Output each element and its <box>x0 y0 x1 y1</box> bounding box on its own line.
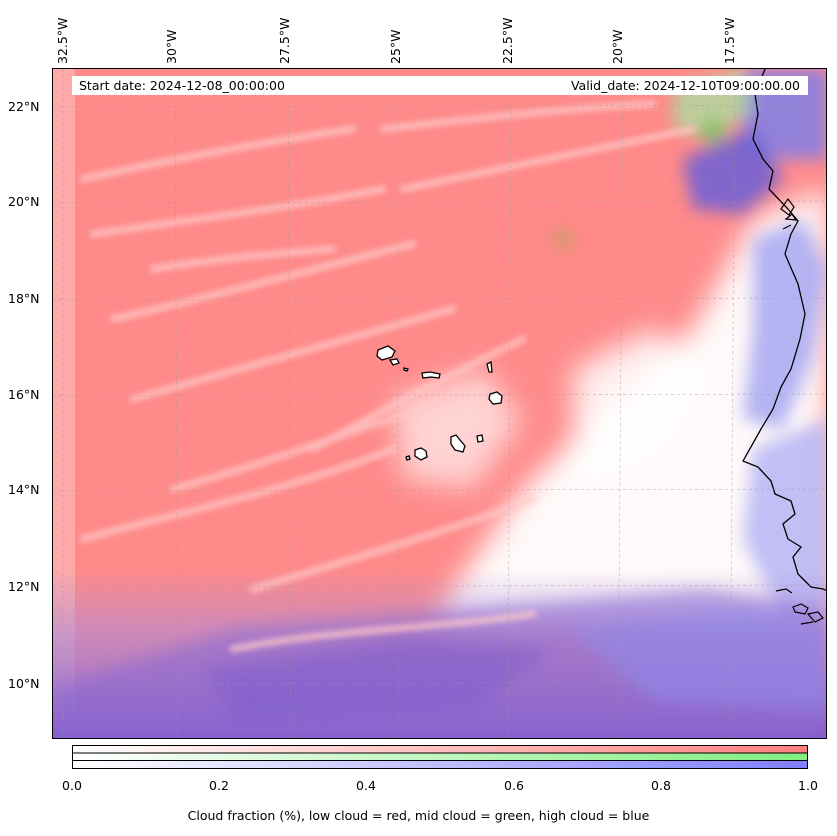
cloud-map[interactable] <box>52 68 827 739</box>
cloud-streaks <box>79 100 697 653</box>
colorbar-high-cloud <box>72 760 808 769</box>
colorbar-tick: 0.0 <box>62 778 82 793</box>
lat-label: 22°N <box>8 99 40 114</box>
colorbar-tick: 0.4 <box>356 778 376 793</box>
valid-date: Valid_date: 2024-12-10T09:00:00.00 <box>570 78 800 93</box>
colorbar-tick: 0.8 <box>651 778 671 793</box>
colorbar <box>72 745 808 769</box>
colorbar-tick: 1.0 <box>798 778 818 793</box>
lon-label: 27.5°W <box>277 17 292 64</box>
colorbar-mid-cloud <box>72 752 808 761</box>
lat-label: 12°N <box>8 579 40 594</box>
lat-label: 16°N <box>8 387 40 402</box>
colorbar-label: Cloud fraction (%), low cloud = red, mid… <box>187 808 650 823</box>
lat-label: 10°N <box>8 676 40 691</box>
lon-label: 32.5°W <box>55 17 70 64</box>
cloud-map-canvas <box>53 69 826 738</box>
colorbar-tick: 0.2 <box>209 778 229 793</box>
graticule <box>53 69 826 738</box>
lon-label: 25°W <box>388 29 403 64</box>
date-info-box: Start date: 2024-12-08_00:00:00 Valid_da… <box>72 76 808 95</box>
lat-label: 20°N <box>8 194 40 209</box>
clear-sky-region <box>393 189 826 629</box>
coastline <box>742 69 826 591</box>
lon-label: 17.5°W <box>722 17 737 64</box>
lon-label: 22.5°W <box>500 17 515 64</box>
lat-label: 14°N <box>8 482 40 497</box>
lon-label: 30°W <box>164 29 179 64</box>
colorbar-low-cloud <box>72 745 808 754</box>
start-date: Start date: 2024-12-08_00:00:00 <box>79 78 285 93</box>
colorbar-tick: 0.6 <box>504 778 524 793</box>
lon-label: 20°W <box>610 29 625 64</box>
lat-label: 18°N <box>8 291 40 306</box>
